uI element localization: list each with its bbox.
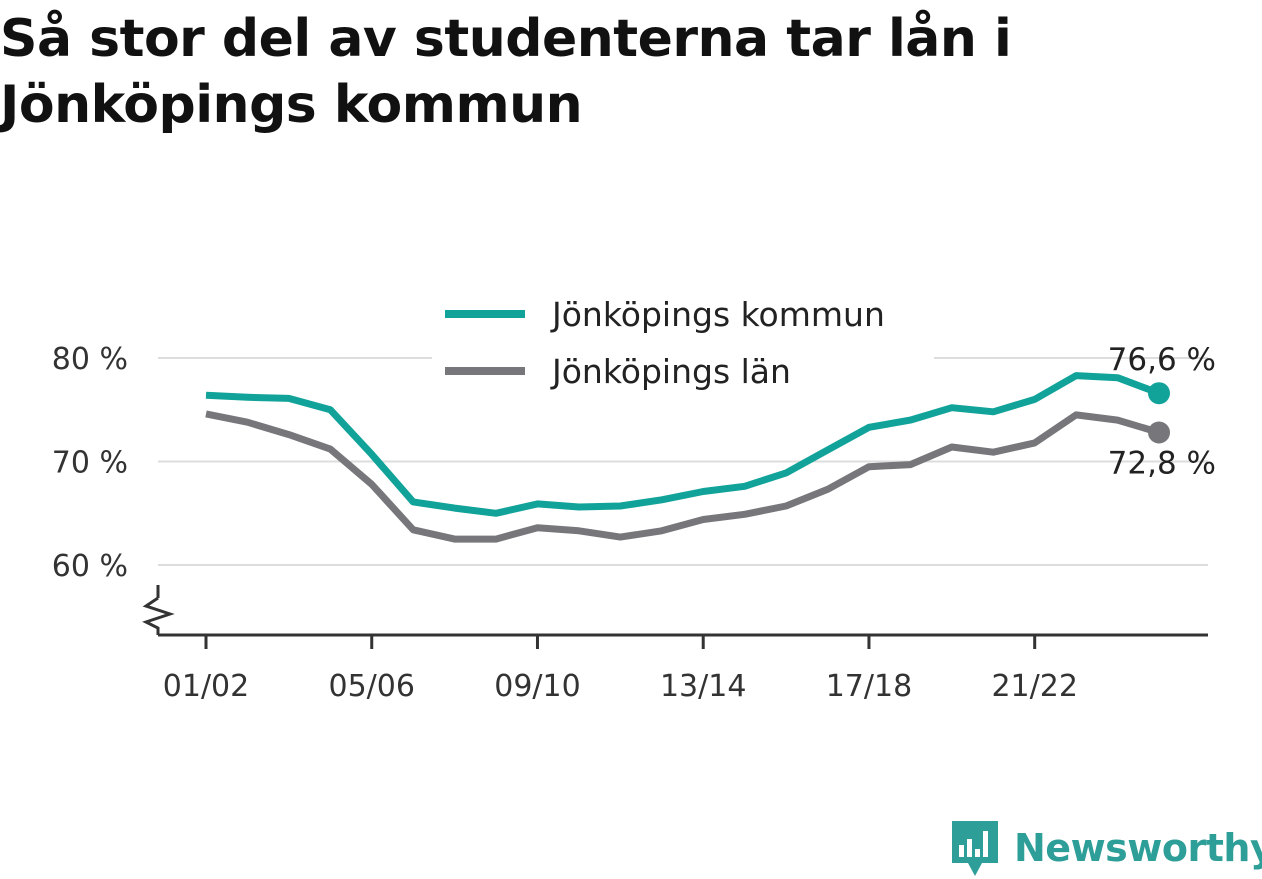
x-tick-label: 13/14	[660, 669, 746, 704]
legend: Jönköpings kommun Jönköpings län	[432, 288, 934, 398]
x-axis: 01/02 05/06 09/10 13/14 17/18 21/22	[142, 585, 1208, 704]
x-tick-label: 01/02	[163, 669, 249, 704]
y-tick-label: 80 %	[52, 342, 128, 377]
data-labels: 76,6 % 72,8 %	[1108, 342, 1216, 481]
y-tick-label: 70 %	[52, 446, 128, 481]
newsworthy-logo-icon	[952, 821, 998, 876]
series-end-point	[1148, 421, 1170, 444]
axis-break-icon	[142, 596, 175, 635]
series-line	[205, 410, 1161, 543]
legend-label: Jönköpings län	[550, 352, 791, 391]
series-line	[205, 372, 1161, 517]
chart-title: Så stor del av studenterna tar lån i Jön…	[0, 9, 1012, 135]
brand-logo: Newsworthy	[950, 818, 1262, 878]
series-lines	[205, 372, 1170, 543]
legend-label: Jönköpings kommun	[550, 295, 885, 334]
y-tick-label: 60 %	[52, 549, 128, 584]
x-tick-label: 05/06	[329, 669, 415, 704]
series-end-point	[1148, 382, 1170, 405]
grid-lines: 60 % 70 % 80 %	[52, 342, 1208, 584]
data-label: 72,8 %	[1108, 446, 1216, 482]
x-tick-label: 17/18	[826, 669, 912, 704]
x-tick-label: 21/22	[991, 669, 1077, 704]
data-label: 76,6 %	[1108, 342, 1216, 378]
brand-name: Newsworthy	[1014, 826, 1262, 870]
x-tick-label: 09/10	[494, 669, 580, 704]
